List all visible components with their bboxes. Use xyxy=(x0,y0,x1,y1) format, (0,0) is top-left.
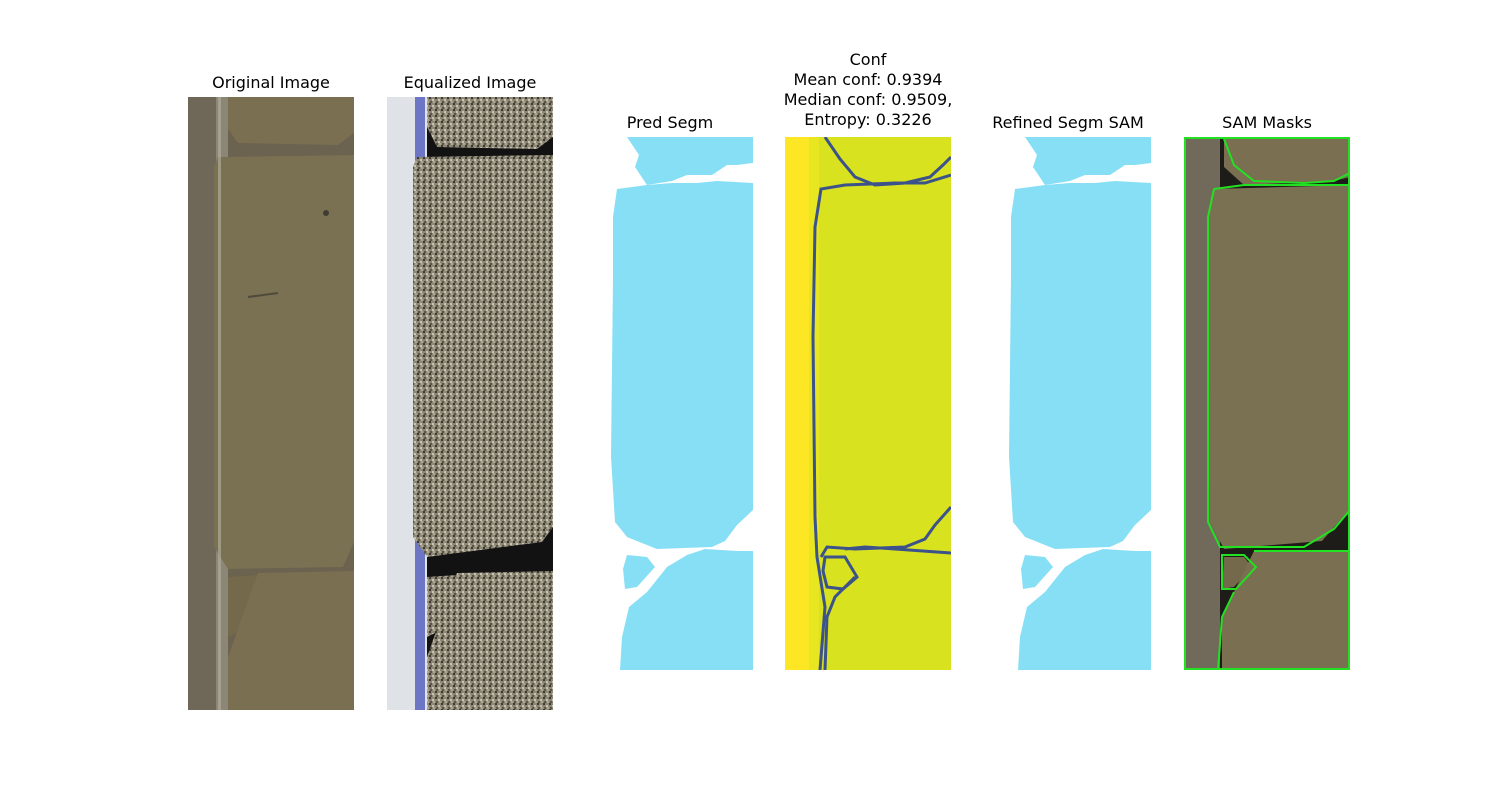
panel-title-equalized: Equalized Image xyxy=(403,73,537,92)
confidence-heatmap xyxy=(785,137,951,670)
conf-entropy: Entropy: 0.3226 xyxy=(804,110,932,129)
panel-title-original: Original Image xyxy=(212,73,330,92)
refined-segm-mask xyxy=(985,137,1151,670)
conf-median: Median conf: 0.9509, xyxy=(783,90,953,109)
panel-title-conf: Conf Mean conf: 0.9394 Median conf: 0.95… xyxy=(770,50,966,130)
equalized-image xyxy=(387,97,553,710)
pred-segm-mask xyxy=(587,137,753,670)
conf-title: Conf xyxy=(849,50,887,69)
conf-mean: Mean conf: 0.9394 xyxy=(793,70,943,89)
original-image xyxy=(188,97,354,710)
panel-title-pred-segm: Pred Segm xyxy=(626,113,714,132)
sam-masks-overlay xyxy=(1184,137,1350,670)
panel-title-sam-masks: SAM Masks xyxy=(1222,113,1312,132)
panel-title-refined-segm: Refined Segm SAM xyxy=(992,113,1144,132)
